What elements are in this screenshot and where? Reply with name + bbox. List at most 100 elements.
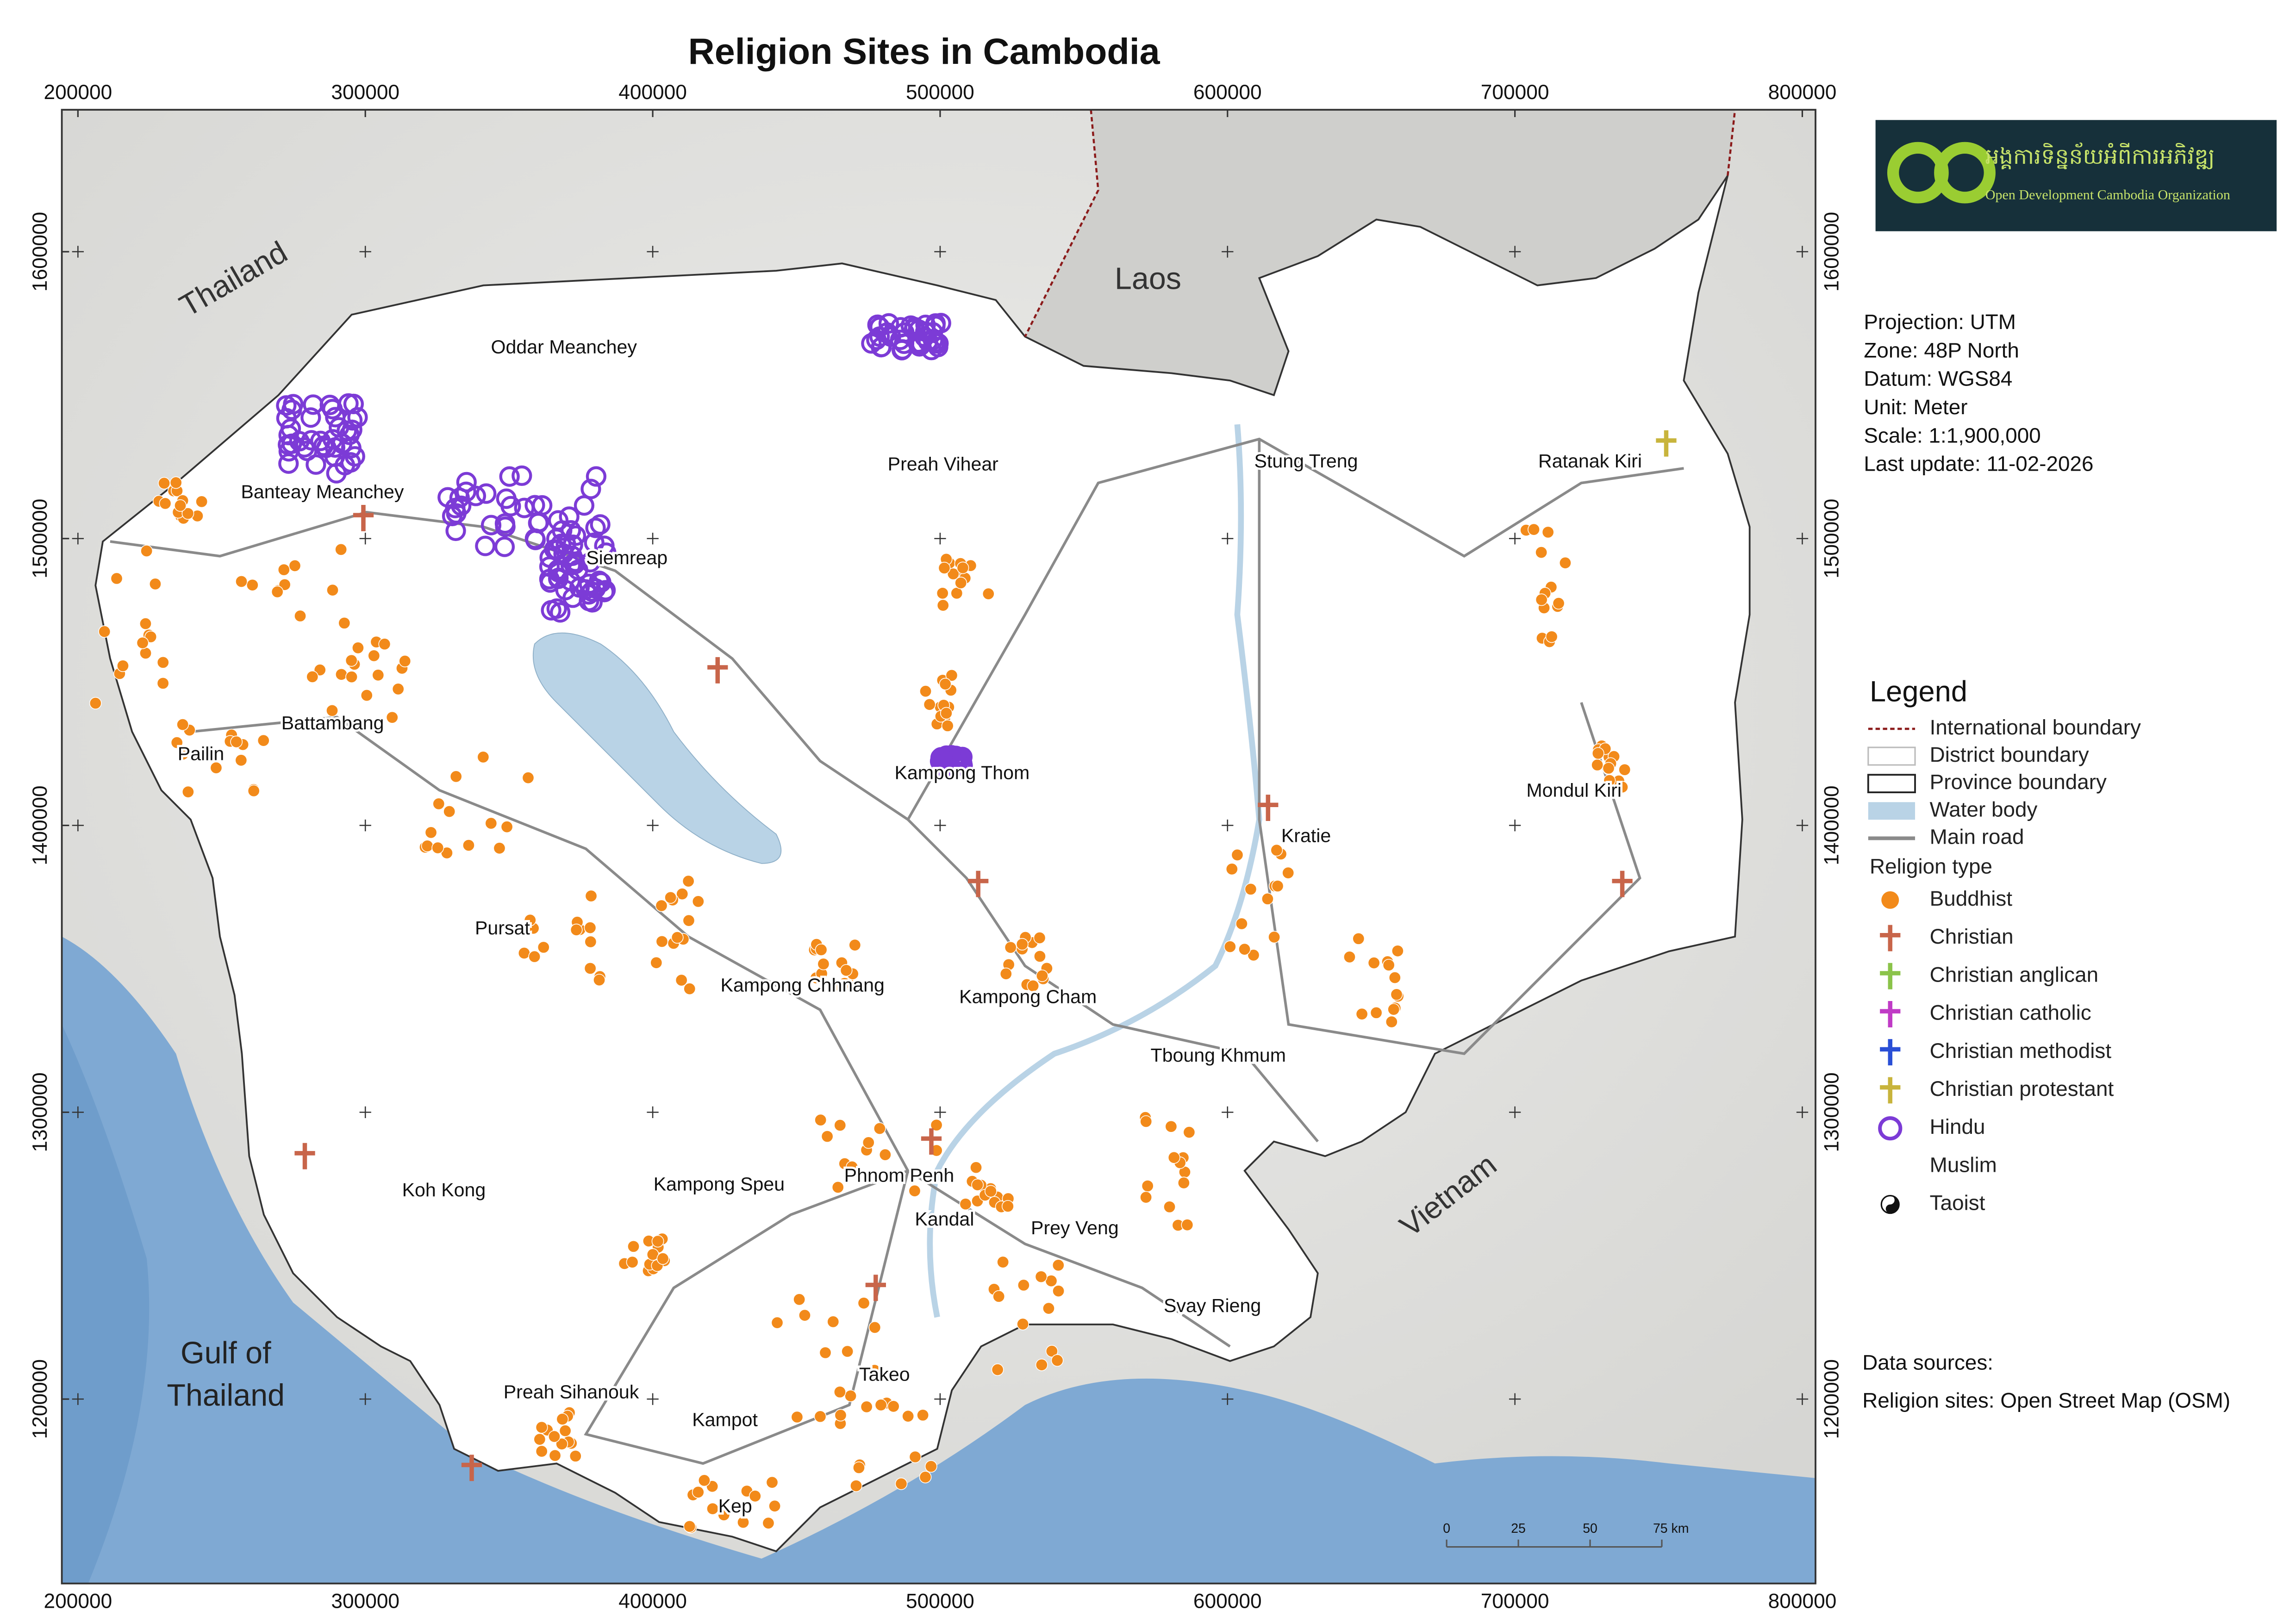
hindu-site (943, 753, 964, 774)
legend-symbol (1878, 1116, 1903, 1141)
hindu-site (500, 496, 521, 516)
y-tick-label-left: 1400000 (29, 785, 51, 865)
legend-label: Christian (1930, 924, 2014, 948)
buddhist-site (846, 1160, 859, 1173)
buddhist-site (271, 585, 284, 598)
buddhist-site (1035, 1270, 1048, 1283)
province-label: Prey Veng (1031, 1217, 1119, 1238)
buddhist-site (771, 1316, 784, 1329)
buddhist-site (1181, 1219, 1194, 1231)
buddhist-site (766, 1476, 779, 1489)
buddhist-site (909, 1450, 922, 1463)
buddhist-site (919, 685, 932, 698)
x-tick-label-top: 200000 (44, 81, 112, 104)
legend-label: International boundary (1930, 715, 2141, 739)
legend-symbol (1880, 963, 1901, 989)
buddhist-site (1385, 1015, 1398, 1028)
hindu-site (910, 335, 931, 356)
buddhist-site (956, 561, 969, 574)
grid-cross (72, 819, 84, 832)
hindu-site (514, 497, 535, 518)
buddhist-site (170, 736, 183, 749)
hindu-site (559, 506, 580, 527)
buddhist-site (537, 941, 550, 954)
buddhist-site (844, 1389, 857, 1402)
x-tick-label-bottom: 200000 (44, 1590, 112, 1612)
buddhist-site (1391, 945, 1404, 958)
legend-symbol (1880, 1077, 1901, 1104)
buddhist-site (919, 1471, 932, 1484)
hindu-site (294, 437, 315, 458)
buddhist-site (831, 1181, 844, 1194)
buddhist-site (749, 1490, 761, 1503)
buddhist-site (149, 578, 162, 591)
christian-site (461, 1455, 482, 1481)
grid-cross (72, 246, 84, 258)
hindu-site (546, 598, 567, 619)
x-tick-label-top: 300000 (331, 81, 399, 104)
grid-cross (647, 246, 659, 258)
province-label: Kampong Cham (959, 986, 1097, 1007)
legend-symbol (1881, 891, 1899, 909)
buddhist-site (814, 1410, 827, 1423)
buddhist-site (651, 1235, 664, 1248)
buddhist-site (1535, 546, 1548, 559)
buddhist-site (368, 649, 381, 662)
province-label: Oddar Meanchey (491, 336, 637, 357)
grid-cross (72, 1393, 84, 1405)
hindu-site (342, 410, 363, 431)
buddhist-site (1541, 526, 1554, 539)
legend-symbol (1880, 1039, 1901, 1066)
buddhist-site (860, 1400, 873, 1413)
hindu-site (551, 534, 572, 554)
buddhist-site (294, 609, 306, 622)
buddhist-site (386, 711, 399, 724)
hindu-site (915, 314, 936, 336)
hindu-site (930, 313, 951, 334)
buddhist-site (793, 1293, 806, 1306)
buddhist-site (947, 567, 960, 580)
legend-label: Water body (1930, 797, 2038, 821)
grid-cross (359, 533, 371, 545)
buddhist-site (1141, 1180, 1154, 1193)
buddhist-site (939, 678, 952, 690)
province-label: Koh Kong (402, 1179, 486, 1200)
buddhist-site (1603, 774, 1616, 787)
buddhist-site (477, 751, 490, 764)
buddhist-site (556, 1413, 569, 1425)
buddhist-site (1177, 1176, 1190, 1189)
buddhist-site (136, 636, 149, 649)
buddhist-site (335, 668, 348, 681)
buddhist-site (692, 1486, 705, 1499)
y-tick-label-left: 1600000 (29, 212, 51, 292)
buddhist-site (1271, 880, 1284, 893)
buddhist-site (139, 617, 152, 630)
buddhist-site (277, 563, 290, 576)
hindu-site (584, 532, 605, 553)
buddhist-site (799, 1309, 811, 1322)
hindu-site (301, 430, 322, 451)
legend-symbol (1880, 1001, 1901, 1027)
buddhist-site (817, 958, 830, 970)
grid-cross (1509, 1393, 1521, 1405)
buddhist-site (235, 575, 248, 588)
y-tick-label-right: 1500000 (1821, 499, 1843, 578)
province-label: Kampong Chhnang (721, 974, 885, 995)
grid-cross (647, 819, 659, 832)
hindu-site (586, 466, 607, 487)
buddhist-site (559, 1424, 572, 1437)
buddhist-site (288, 559, 301, 572)
grid-cross (934, 533, 946, 545)
grid-cross (359, 1106, 371, 1119)
buddhist-site (235, 754, 248, 767)
legend-label: Christian anglican (1930, 962, 2098, 986)
buddhist-site (991, 1363, 1004, 1376)
legend-title: Legend (1870, 676, 1967, 708)
grid-cross (1222, 819, 1234, 832)
hindu-site (861, 333, 882, 354)
buddhist-site (1387, 1003, 1400, 1016)
christian-site (707, 657, 728, 684)
hindu-site (590, 514, 611, 535)
legend-symbol (1867, 774, 1916, 793)
